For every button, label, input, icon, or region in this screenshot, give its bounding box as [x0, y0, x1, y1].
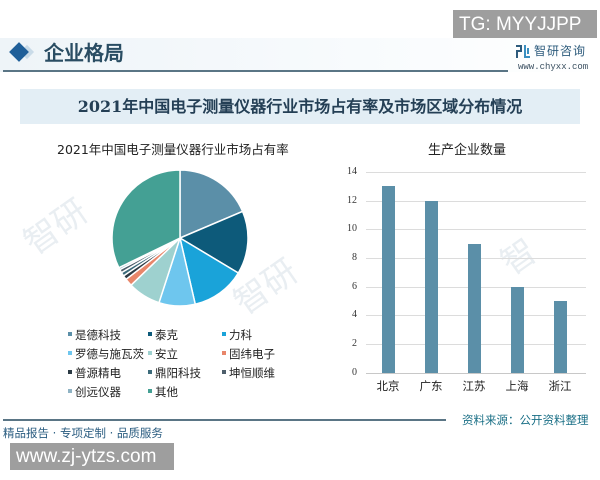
y-tick-label: 14 — [347, 166, 357, 177]
y-tick-label: 6 — [352, 281, 357, 292]
legend-item: 普源精电 — [68, 365, 121, 381]
title-banner — [20, 89, 580, 124]
bar-zhejiang — [554, 301, 567, 373]
legend-item: 鼎阳科技 — [148, 365, 201, 381]
y-tick-label: 8 — [352, 252, 357, 263]
chyxx-logo-icon — [516, 45, 530, 58]
watermark-url-label: www.zj-ytzs.com — [10, 443, 174, 470]
legend-item: 安立 — [148, 346, 178, 362]
legend-swatch — [222, 369, 226, 374]
footer-slogan: 精品报告 · 专项定制 · 品质服务 — [3, 426, 163, 440]
legend-swatch — [148, 331, 152, 336]
x-category-label: 北京 — [376, 379, 400, 393]
legend-item: 其他 — [148, 384, 178, 400]
legend-item: 力科 — [222, 327, 252, 343]
bar-guangdong — [425, 200, 438, 373]
bar-chart-title: 生产企业数量 — [428, 143, 507, 158]
legend-item: 泰克 — [148, 327, 178, 343]
gridline — [366, 172, 586, 173]
pie-slice — [178, 210, 249, 275]
y-tick-label: 0 — [352, 367, 357, 378]
x-axis-line — [366, 373, 586, 374]
legend-swatch — [222, 331, 226, 336]
pie-slice — [179, 169, 244, 240]
footer-divider — [3, 419, 446, 421]
brand-url: www.chyxx.com — [518, 62, 589, 72]
legend-swatch — [68, 331, 72, 336]
watermark-tg-label: TG: MYYJJPP — [453, 10, 597, 40]
header-divider — [3, 70, 508, 72]
legend-swatch — [68, 350, 72, 355]
legend-item: 创远仪器 — [68, 384, 121, 400]
legend-item: 罗德与施瓦茨 — [68, 346, 144, 362]
legend-swatch — [222, 350, 226, 355]
legend-swatch — [148, 388, 152, 393]
legend-swatch — [148, 350, 152, 355]
legend-swatch — [148, 369, 152, 374]
y-tick-label: 4 — [352, 309, 357, 320]
main-title: 2021年中国电子测量仪器行业市场占有率及市场区域分布情况 — [77, 97, 523, 116]
bar-beijing — [382, 186, 395, 373]
market-share-pie-chart — [111, 169, 249, 307]
bar-shanghai — [511, 286, 524, 373]
pie-chart-title: 2021年中国电子测量仪器行业市场占有率 — [57, 142, 289, 157]
legend-item: 是德科技 — [68, 327, 121, 343]
y-tick-label: 2 — [352, 338, 357, 349]
x-category-label: 江苏 — [462, 379, 486, 393]
legend-item: 固纬电子 — [222, 346, 275, 362]
pie-slice — [111, 169, 181, 269]
gridline — [366, 201, 586, 202]
x-category-label: 浙江 — [548, 379, 572, 393]
header-band — [0, 38, 600, 72]
legend-swatch — [68, 369, 72, 374]
x-category-label: 上海 — [505, 379, 529, 393]
section-title: 企业格局 — [44, 41, 124, 65]
gridline — [366, 229, 586, 230]
y-tick-label: 12 — [347, 195, 357, 206]
legend-swatch — [68, 388, 72, 393]
brand-name: 智研咨询 — [534, 44, 587, 58]
x-category-label: 广东 — [419, 379, 443, 393]
y-tick-label: 10 — [347, 223, 357, 234]
legend-item: 坤恒顺维 — [222, 365, 275, 381]
bar-jiangsu — [468, 243, 481, 373]
data-source-note: 资料来源：公开资料整理 — [462, 413, 589, 427]
